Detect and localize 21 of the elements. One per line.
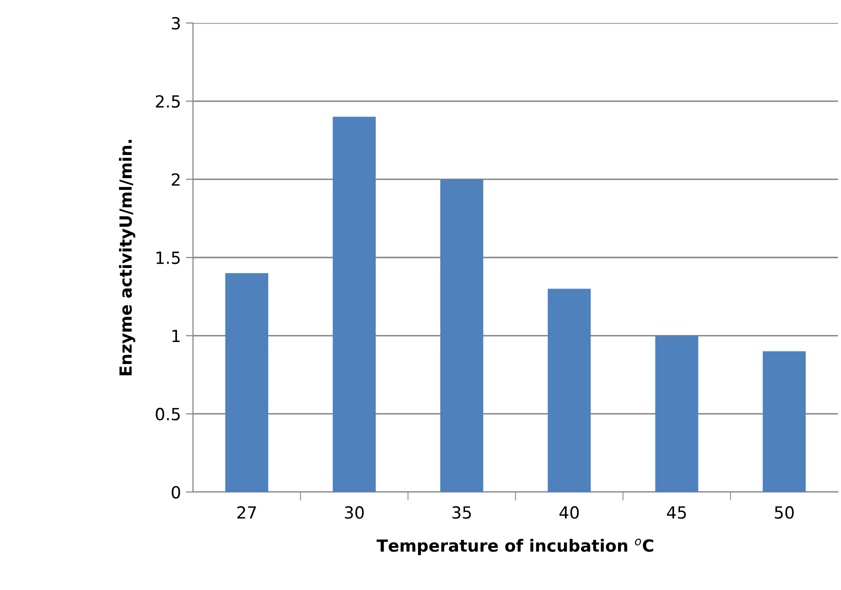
bar [332, 116, 376, 492]
y-tick-label: 0 [172, 486, 180, 499]
x-tick-label: 50 [774, 506, 794, 519]
bar [548, 288, 591, 492]
bar [762, 351, 806, 492]
x-tick-label: 45 [666, 506, 686, 519]
bar [440, 179, 484, 492]
y-tick-label: 2 [172, 173, 180, 186]
bar [225, 273, 268, 492]
y-tick-label: 3 [172, 16, 180, 30]
y-axis-title: Enzyme activityU/ml/min. [118, 140, 136, 376]
y-tick-label: 0.5 [156, 408, 180, 420]
y-tick-label: 2.5 [156, 95, 180, 108]
x-tick-label: 30 [344, 506, 364, 519]
y-tick-label: 1.5 [156, 252, 180, 264]
x-tick-label: 27 [237, 506, 256, 519]
x-axis-title: Temperature of incubation $^{o}$C [376, 538, 654, 556]
x-tick-label: 35 [452, 506, 471, 519]
y-tick-label: 1 [172, 330, 180, 342]
bar [655, 336, 698, 492]
x-tick-label: 40 [559, 506, 579, 519]
